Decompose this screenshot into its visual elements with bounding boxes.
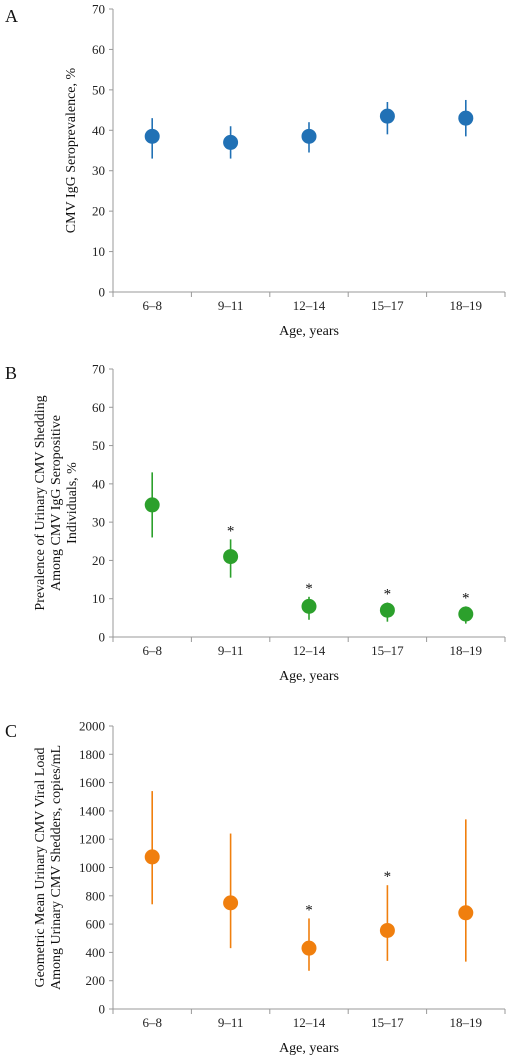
y-axis-label: Geometric Mean Urinary CMV Viral LoadAmo…	[33, 745, 64, 990]
y-axis-label-line: Geometric Mean Urinary CMV Viral Load	[33, 747, 48, 987]
x-tick-label: 9–11	[218, 298, 244, 313]
panel-letter: C	[5, 721, 17, 741]
x-tick-label: 15–17	[371, 298, 404, 313]
data-point	[301, 940, 317, 956]
y-tick-label: 0	[99, 1002, 106, 1017]
y-tick-label: 800	[86, 888, 106, 903]
y-tick-label: 30	[92, 515, 105, 530]
y-tick-label: 50	[92, 438, 105, 453]
y-tick-label: 30	[92, 163, 105, 178]
x-axis-label: Age, years	[279, 1041, 339, 1056]
significance-marker: *	[462, 590, 470, 606]
x-tick-label: 15–17	[371, 643, 404, 658]
y-tick-label: 200	[86, 973, 106, 988]
y-tick-label: 50	[92, 82, 105, 97]
y-tick-label: 1600	[79, 775, 105, 790]
data-point	[379, 602, 395, 618]
y-axis-label: CMV IgG Seroprevalence, %	[64, 67, 79, 233]
x-tick-label: 6–8	[142, 643, 162, 658]
x-tick-label: 12–14	[293, 643, 326, 658]
y-tick-label: 400	[86, 945, 106, 960]
panel-b: B 0 10 20 30 40 50 60 70 6–8 9–11 12–14 15–17 18–19 Ag…	[5, 362, 506, 684]
y-tick-label: 1400	[79, 803, 105, 818]
x-tick-label: 18–19	[450, 1015, 483, 1030]
y-tick-label: 600	[86, 917, 106, 932]
y-axis-label-line: Prevalence of Urinary CMV Shedding	[33, 395, 48, 610]
data-point	[144, 849, 160, 865]
x-tick-label: 6–8	[142, 298, 162, 313]
x-tick-label: 9–11	[218, 1015, 244, 1030]
x-tick-label: 12–14	[293, 298, 326, 313]
significance-marker: *	[384, 587, 392, 603]
significance-marker: *	[384, 869, 392, 885]
data-point	[144, 497, 160, 513]
y-axis-label: Prevalence of Urinary CMV SheddingAmong …	[33, 395, 80, 610]
data-point	[379, 922, 395, 938]
y-tick-label: 1000	[79, 860, 105, 875]
significance-marker: *	[305, 581, 313, 597]
data-point	[301, 598, 317, 614]
panel-letter: B	[5, 363, 17, 383]
x-tick-label: 18–19	[450, 298, 483, 313]
data-point	[301, 128, 317, 144]
y-tick-label: 10	[92, 591, 105, 606]
y-tick-label: 70	[92, 2, 105, 17]
y-tick-label: 0	[99, 630, 106, 645]
x-tick-label: 9–11	[218, 643, 244, 658]
data-point	[458, 905, 474, 921]
y-tick-label: 60	[92, 400, 105, 415]
y-tick-label: 70	[92, 362, 105, 377]
x-tick-label: 12–14	[293, 1015, 326, 1030]
y-tick-label: 40	[92, 123, 105, 138]
data-point	[458, 110, 474, 126]
y-tick-label: 1200	[79, 832, 105, 847]
y-axis-label-line: Individuals, %	[65, 462, 80, 544]
y-axis-label-line: CMV IgG Seroprevalence, %	[64, 67, 79, 233]
y-tick-label: 0	[99, 285, 106, 300]
x-axis-label: Age, years	[279, 669, 339, 684]
x-tick-label: 15–17	[371, 1015, 404, 1030]
y-tick-label: 40	[92, 476, 105, 491]
data-point	[223, 895, 239, 911]
data-point	[223, 549, 239, 565]
y-tick-label: 1800	[79, 747, 105, 762]
y-tick-label: 60	[92, 42, 105, 57]
data-point	[144, 128, 160, 144]
x-tick-label: 18–19	[450, 643, 483, 658]
y-tick-label: 20	[92, 553, 105, 568]
y-tick-label: 2000	[79, 719, 105, 734]
x-axis-label: Age, years	[279, 324, 339, 339]
y-axis-label-line: Among CMV IgG Seropositive	[49, 415, 64, 591]
data-point	[458, 606, 474, 622]
y-tick-label: 20	[92, 204, 105, 219]
x-tick-label: 6–8	[142, 1015, 162, 1030]
data-point	[223, 134, 239, 150]
significance-marker: *	[305, 902, 313, 918]
y-axis-label-line: Among Urinary CMV Shedders, copies/mL	[49, 745, 64, 990]
panel-c: C 0 200 400 600 800 1000 1200 1400 1600 1800 2000 6–…	[5, 719, 506, 1056]
panel-a: A 0 10 20 30 40 50 60 70 6–8 9–11 12–14 15–17 18–19 Ag…	[5, 2, 506, 339]
panel-letter: A	[5, 6, 18, 26]
y-tick-label: 10	[92, 244, 105, 259]
significance-marker: *	[227, 523, 235, 539]
data-point	[379, 108, 395, 124]
